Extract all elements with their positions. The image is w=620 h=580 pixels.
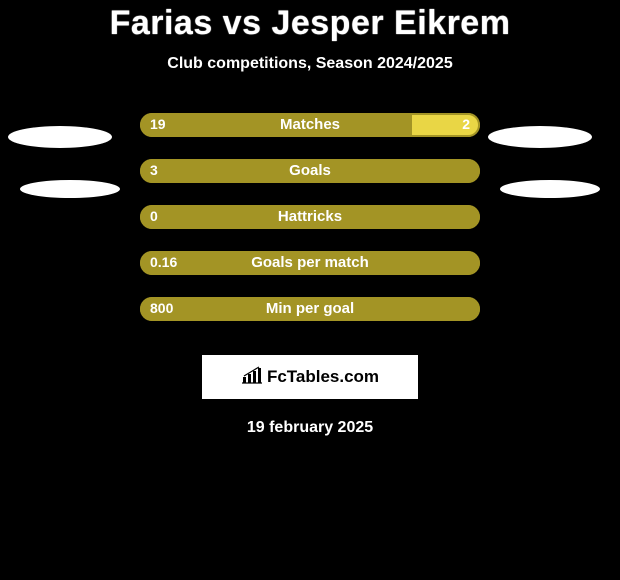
bar-chart-icon	[241, 366, 263, 389]
logo-inner: FcTables.com	[241, 366, 379, 389]
bar-label: Goals per match	[140, 254, 480, 271]
value-left: 0.16	[150, 254, 177, 270]
bar-overlay: 800Min per goal	[140, 297, 480, 321]
value-left: 3	[150, 162, 158, 178]
bar-label: Hattricks	[140, 208, 480, 225]
value-left: 0	[150, 208, 158, 224]
bar-label: Min per goal	[140, 300, 480, 317]
comparison-row: 0Hattricks	[0, 205, 620, 251]
comparison-rows: 19Matches2 3Goals 0Hattricks 0.16Goals per …	[0, 113, 620, 343]
infographic-container: Farias vs Jesper Eikrem Club competition…	[0, 0, 620, 437]
comparison-row: 0.16Goals per match	[0, 251, 620, 297]
comparison-row: 800Min per goal	[0, 297, 620, 343]
bar-overlay: 19Matches2	[140, 113, 480, 137]
logo-text: FcTables.com	[267, 367, 379, 387]
bar-overlay: 3Goals	[140, 159, 480, 183]
bar-label: Matches	[140, 116, 480, 133]
bar-label: Goals	[140, 162, 480, 179]
bar-overlay: 0.16Goals per match	[140, 251, 480, 275]
comparison-row: 3Goals	[0, 159, 620, 205]
value-left: 19	[150, 116, 166, 132]
comparison-row: 19Matches2	[0, 113, 620, 159]
page-title: Farias vs Jesper Eikrem	[0, 4, 620, 43]
date-text: 19 february 2025	[0, 419, 620, 437]
value-right: 2	[462, 116, 470, 132]
bar-overlay: 0Hattricks	[140, 205, 480, 229]
subtitle: Club competitions, Season 2024/2025	[0, 55, 620, 73]
value-left: 800	[150, 300, 173, 316]
logo-box: FcTables.com	[202, 355, 418, 399]
